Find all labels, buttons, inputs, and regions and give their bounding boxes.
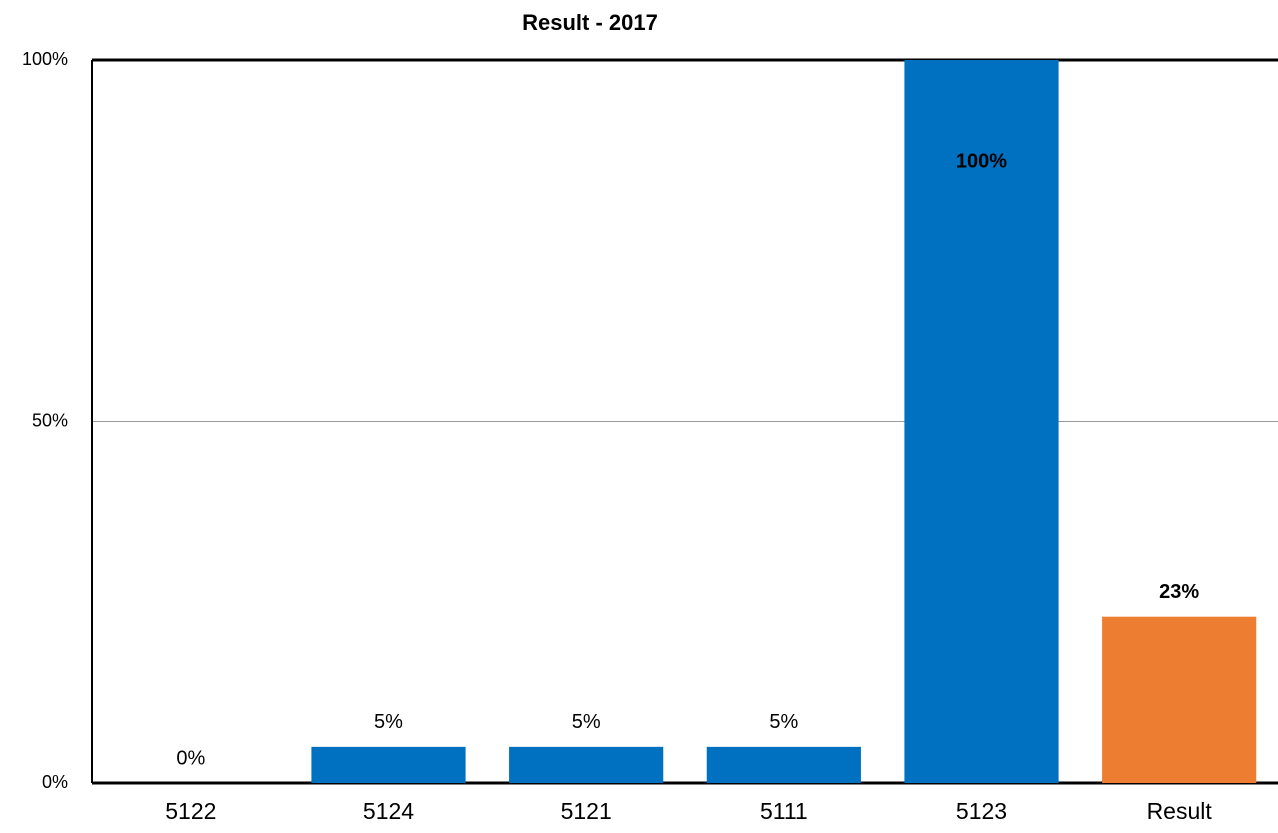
x-tick-label: 5121 bbox=[561, 798, 612, 824]
x-tick-label: Result bbox=[1147, 798, 1213, 824]
bar bbox=[509, 746, 664, 783]
bar bbox=[1102, 616, 1257, 783]
data-label: 100% bbox=[956, 150, 1007, 172]
data-label: 0% bbox=[176, 747, 205, 769]
chart-title: Result - 2017 bbox=[522, 10, 658, 35]
data-label: 5% bbox=[374, 711, 403, 733]
x-tick-label: 5124 bbox=[363, 798, 414, 824]
bar bbox=[311, 746, 466, 783]
y-tick-label: 100% bbox=[22, 49, 68, 69]
y-tick-label: 0% bbox=[42, 772, 68, 792]
data-label: 5% bbox=[572, 711, 601, 733]
y-tick-label: 50% bbox=[32, 410, 68, 430]
data-label: 23% bbox=[1159, 581, 1199, 603]
bar bbox=[706, 746, 861, 783]
x-tick-label: 5123 bbox=[956, 798, 1007, 824]
x-tick-label: 5111 bbox=[760, 798, 808, 824]
bar bbox=[904, 60, 1059, 783]
x-tick-label: 5122 bbox=[165, 798, 216, 824]
data-label: 5% bbox=[769, 711, 798, 733]
